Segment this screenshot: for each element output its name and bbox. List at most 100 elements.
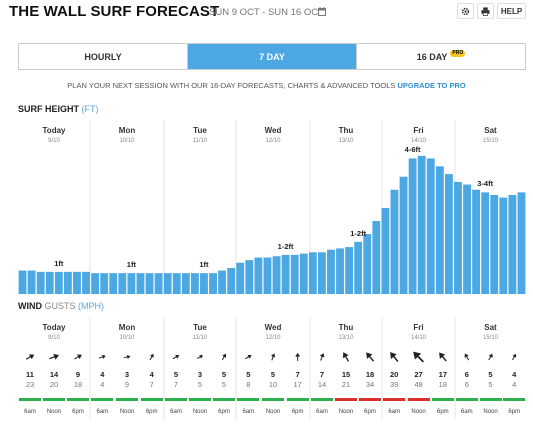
date-range: SUN 9 OCT - SUN 16 OCT [209, 7, 324, 18]
wind-gust: 21 [341, 380, 351, 389]
wave-height-label: 1ft [126, 260, 136, 270]
wind-direction-arrow [25, 354, 35, 360]
day-name: Wed [264, 323, 282, 332]
time-label: Noon [483, 409, 498, 415]
surf-bar [27, 270, 36, 294]
surf-bar [472, 189, 481, 294]
surf-bar [399, 176, 408, 294]
wind-rating-bar [262, 398, 284, 401]
wind-rating-bar [383, 398, 406, 401]
wind-day-header: Wed 12/10 [236, 323, 310, 341]
time-label: 6pm [72, 409, 84, 415]
wind-direction-arrow [488, 353, 493, 361]
wind-value: 11 23 [26, 370, 34, 389]
tab-16-day[interactable]: 16 DAY PRO [357, 44, 525, 69]
day-name: Thu [338, 323, 354, 332]
time-label: 6pm [436, 409, 449, 415]
wind-rating-bar [407, 398, 430, 401]
surf-bar [118, 273, 127, 294]
wind-day-header: Tue 11/10 [164, 323, 236, 341]
day-date: 11/10 [192, 138, 208, 144]
surf-bar [181, 273, 190, 294]
day-date: 12/10 [265, 335, 281, 341]
wave-height-label: 4-6ft [404, 145, 421, 155]
surf-bar [154, 273, 163, 294]
surf-unit: (FT) [81, 104, 99, 114]
wind-direction-arrow [74, 354, 82, 360]
day-date: 10/10 [119, 138, 135, 144]
page-title: THE WALL SURF FORECAST [9, 3, 220, 20]
wave-height-label: 1-2ft [350, 228, 367, 238]
wind-gust: 39 [389, 380, 399, 389]
surf-day-header: Tue 11/10 [164, 126, 236, 144]
surf-bar [481, 192, 490, 294]
day-name: Fri [413, 126, 424, 135]
time-label: 6pm [145, 409, 158, 415]
surf-bar [91, 273, 100, 294]
wind-rating-bar [19, 398, 41, 401]
wind-direction-arrow [49, 353, 60, 360]
surf-bar [463, 184, 471, 294]
surf-bar [272, 256, 281, 294]
wind-speed: 4 [512, 370, 517, 379]
surf-bar [227, 267, 236, 294]
surf-bar [236, 262, 245, 294]
surf-bar [499, 197, 508, 294]
surf-bar [354, 241, 363, 294]
wind-day-header: Fri 14/10 [382, 323, 455, 341]
wind-direction-arrow [245, 354, 252, 360]
day-date: 14/10 [410, 335, 426, 341]
wave-height-label: 1ft [199, 260, 209, 270]
surf-day-header: Wed 12/10 [236, 126, 310, 144]
wind-rating-bar [311, 398, 333, 401]
surf-bar [190, 273, 199, 294]
surf-bar [381, 207, 390, 294]
wind-gust: 18 [438, 380, 447, 389]
wind-gust: 18 [73, 380, 83, 389]
help-button[interactable]: HELP [497, 3, 526, 19]
wind-speed: 3 [197, 370, 203, 379]
wind-unit: (MPH) [78, 301, 105, 311]
surf-title-text: SURF HEIGHT [18, 104, 80, 114]
day-date: 13/10 [338, 335, 354, 341]
wind-direction-arrow [295, 352, 301, 361]
surf-bar [281, 254, 290, 294]
surf-bar [426, 158, 435, 294]
day-date: 15/10 [482, 138, 498, 144]
calendar-icon[interactable] [318, 7, 326, 16]
wind-direction-arrow [366, 352, 375, 362]
surf-bar [490, 194, 499, 294]
time-label: 6pm [508, 409, 520, 415]
wind-gust: 20 [49, 380, 59, 389]
upgrade-promo: PLAN YOUR NEXT SESSION WITH OUR 16-DAY F… [0, 81, 533, 90]
wind-rating-bar [286, 398, 309, 401]
wind-value: 17 18 [439, 370, 447, 389]
settings-button[interactable] [457, 3, 474, 19]
wind-rating-bar [455, 398, 478, 401]
tab-hourly[interactable]: HOURLY [19, 44, 188, 69]
print-button[interactable] [477, 3, 494, 19]
surf-bar [145, 273, 154, 294]
time-label: 6pm [364, 409, 376, 415]
tab-7-day[interactable]: 7 DAY [188, 44, 357, 69]
wind-direction-arrow [464, 353, 470, 361]
surf-bar [372, 221, 381, 294]
surf-bar [209, 273, 217, 294]
surf-bar [73, 271, 81, 294]
tab-hourly-label: HOURLY [84, 51, 122, 62]
upgrade-link[interactable]: UPGRADE TO PRO [397, 81, 466, 90]
surf-bar [327, 249, 335, 294]
wind-value: 18 34 [366, 370, 374, 389]
time-label: Noon [119, 409, 135, 415]
surf-bar [218, 270, 227, 294]
surf-day-header: Sat 15/10 [455, 126, 526, 144]
wind-gust: 7 [173, 380, 179, 389]
wind-direction-arrow [512, 353, 517, 361]
time-label: 6am [242, 409, 255, 415]
wind-direction-arrow [390, 352, 399, 362]
